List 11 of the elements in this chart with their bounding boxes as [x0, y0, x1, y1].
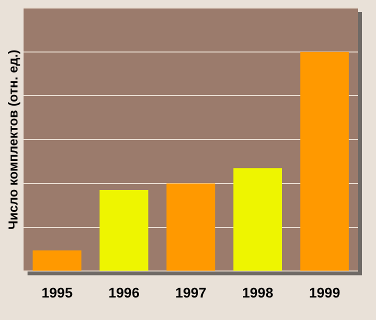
- bar: [300, 52, 349, 271]
- bar: [100, 190, 148, 271]
- y-axis-title: Число комплектов (отн. ед.): [5, 50, 20, 230]
- x-tick-label: 1996: [108, 284, 140, 300]
- x-tick-label: 1999: [308, 284, 340, 300]
- bar: [233, 168, 282, 271]
- bar: [32, 250, 82, 271]
- x-tick-label: 1995: [41, 284, 73, 300]
- bar: [166, 183, 216, 271]
- x-tick-label: 1997: [175, 284, 207, 300]
- x-tick-label: 1998: [242, 284, 274, 300]
